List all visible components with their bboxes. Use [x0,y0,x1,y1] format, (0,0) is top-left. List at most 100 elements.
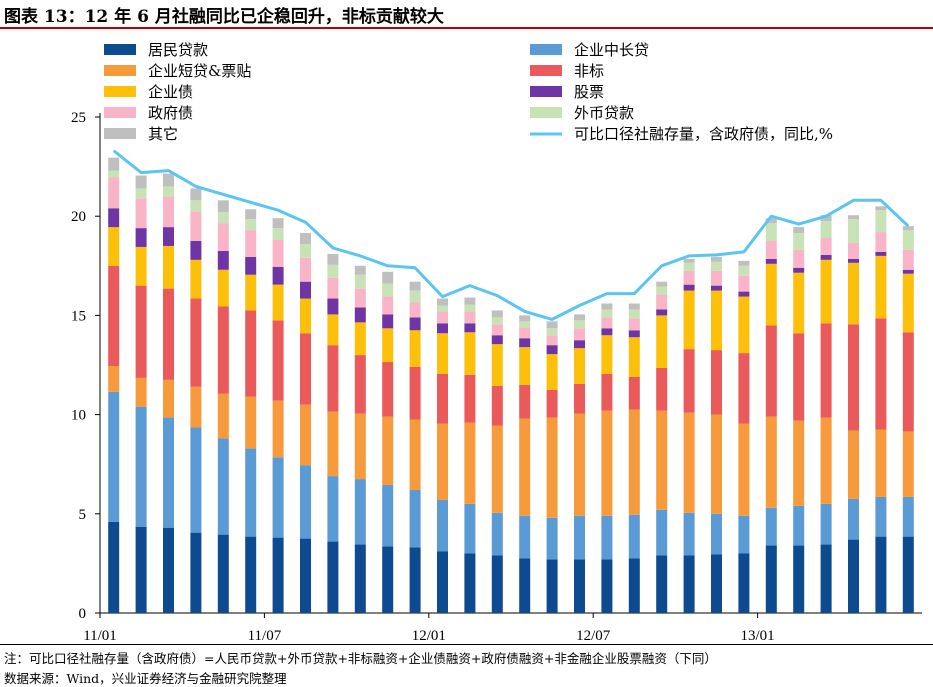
bar-segment [300,257,311,282]
bar-segment [519,347,531,385]
bar-segment [738,291,750,297]
bar-segment [108,170,120,178]
legend-label: 企业中长贷 [574,41,649,59]
bar-segment [409,419,421,490]
bar-segment [300,538,311,613]
bar-segment [848,539,859,613]
bar-segment [519,515,531,559]
bar-segment [382,485,394,547]
bar-stack [491,310,503,613]
bar-segment [409,281,421,291]
bar-segment [601,328,613,336]
bar-stack [437,298,448,613]
bar-segment [382,416,394,486]
bar-stack [546,321,558,613]
bar-segment [108,208,120,228]
bar-segment [382,283,394,297]
bar-segment [848,498,859,540]
bar-segment [820,254,832,260]
bar-segment [300,298,311,334]
bar-segment [902,431,914,497]
bar-segment [628,514,640,559]
bar-stack [409,281,421,613]
bar-segment [765,545,777,613]
data-source: 数据来源：Wind，兴业证券经济与金融研究院整理 [4,671,287,686]
bar-segment [683,270,695,285]
bar-segment [300,243,311,258]
bar-segment [190,532,202,613]
bar-segment [546,417,558,518]
bar-segment [245,448,257,537]
bar-segment [683,290,695,350]
bar-segment [875,429,887,497]
bar-segment [464,311,476,324]
bar-segment [546,517,558,560]
legend-label: 企业债 [148,83,193,101]
bar-segment [272,240,284,267]
bar-segment [108,157,120,171]
bar-stack [382,271,394,613]
bar-stack [354,265,366,613]
legend-swatch [530,86,562,97]
bar-segment [546,321,558,329]
bar-stack [519,315,531,613]
bar-segment [546,354,558,390]
bar-segment [163,245,174,289]
bar-segment [382,362,394,417]
bar-segment [519,418,531,516]
legend-item: 非标 [530,62,604,80]
legend-label: 外币贷款 [574,104,634,122]
bar-segment [108,177,120,209]
bar-segment [711,285,722,291]
legend-swatch [530,107,562,118]
bar-segment [765,241,777,259]
bar-segment [601,410,613,516]
y-tick-label: 15 [71,308,86,324]
bar-segment [190,259,202,299]
bar-segment [491,425,503,513]
bar-segment [574,320,585,329]
bar-segment [711,261,722,271]
bar-segment [245,256,257,275]
legend-label: 其它 [148,125,178,143]
legend-swatch [104,86,136,97]
bar-segment [163,379,174,418]
bar-segment [656,410,668,510]
bar-segment [574,559,585,613]
bar-stack [820,215,832,613]
bar-segment [300,233,311,244]
bar-segment [738,553,750,613]
bar-segment [217,212,229,224]
y-tick-label: 25 [71,110,86,126]
bar-segment [765,263,777,326]
bar-segment [875,206,887,211]
bar-segment [656,286,668,295]
bar-segment [437,373,448,424]
bar-segment [848,262,859,325]
bar-segment [300,333,311,405]
axes: 0 5 10 15 20 25 11/01 11/07 12/01 12/07 13/01 [71,110,922,644]
bar-segment [519,338,531,348]
bar-segment [546,345,558,355]
bar-segment [519,384,531,419]
bar-segment [519,321,531,328]
bar-segment [245,396,257,449]
bar-segment [738,353,750,424]
bar-segment [245,209,257,220]
bar-segment [574,340,585,349]
y-tick-label: 20 [71,209,86,225]
bar-segment [519,558,531,613]
bar-segment [902,269,914,274]
x-tick-label: 12/07 [576,628,611,644]
bar-segment [190,200,202,212]
bar-segment [491,335,503,345]
bar-segment [902,496,914,537]
bar-segment [738,423,750,516]
bar-segment [683,512,695,556]
bar-segment [656,294,668,310]
bar-stack [738,260,750,613]
bar-segment [464,422,476,504]
title-rule [0,27,933,29]
bar-stack [848,215,859,613]
legend-item: 其它 [104,125,178,143]
